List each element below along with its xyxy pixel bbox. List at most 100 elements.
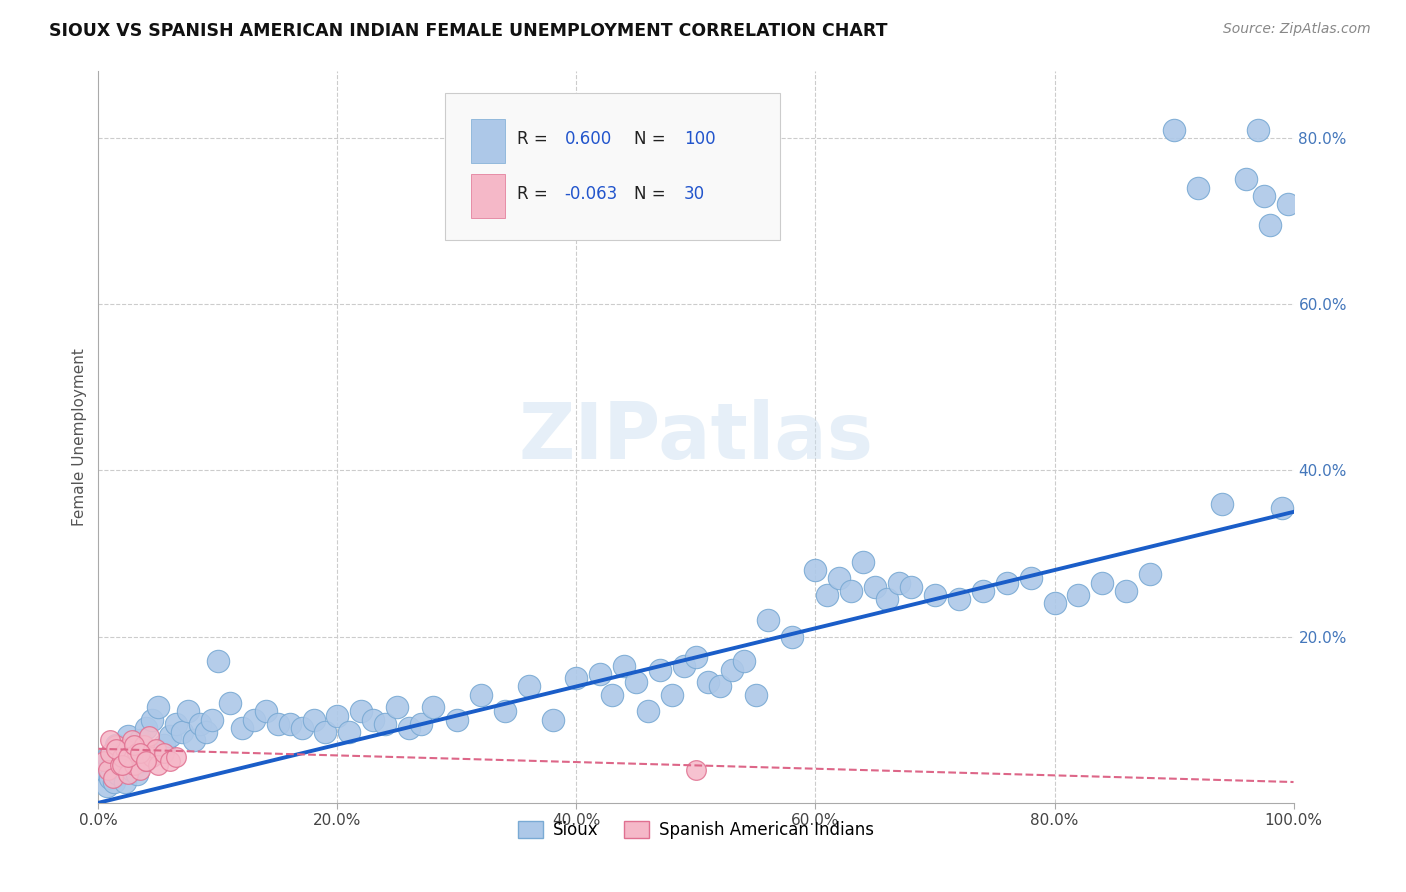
Point <box>165 716 187 731</box>
Point <box>350 705 373 719</box>
Text: R =: R = <box>517 185 553 202</box>
Point <box>721 663 744 677</box>
Point <box>138 750 160 764</box>
Point <box>105 738 128 752</box>
Point <box>98 771 122 785</box>
Point <box>188 716 211 731</box>
Point <box>446 713 468 727</box>
Point <box>780 630 803 644</box>
Point <box>673 658 696 673</box>
Legend: Sioux, Spanish American Indians: Sioux, Spanish American Indians <box>512 814 880 846</box>
Point <box>117 729 139 743</box>
Point <box>865 580 887 594</box>
Point <box>129 746 152 760</box>
Point <box>828 571 851 585</box>
Point <box>114 775 136 789</box>
Text: N =: N = <box>634 129 671 148</box>
Point <box>148 700 170 714</box>
Point <box>302 713 325 727</box>
Point <box>132 738 155 752</box>
Point <box>1277 197 1299 211</box>
Point <box>165 750 187 764</box>
Point <box>153 746 176 760</box>
Text: ZIPatlas: ZIPatlas <box>519 399 873 475</box>
Point <box>315 725 337 739</box>
Point <box>924 588 946 602</box>
Text: -0.063: -0.063 <box>565 185 617 202</box>
Point <box>948 592 970 607</box>
Point <box>124 741 146 756</box>
Point <box>159 754 181 768</box>
Point <box>995 575 1018 590</box>
Point <box>1163 122 1185 136</box>
Point <box>129 733 152 747</box>
Point <box>138 729 160 743</box>
Point <box>105 738 128 752</box>
Point <box>98 746 122 760</box>
Point <box>972 583 994 598</box>
Point <box>267 716 290 731</box>
Point <box>326 708 349 723</box>
Y-axis label: Female Unemployment: Female Unemployment <box>72 348 87 526</box>
Point <box>107 766 129 780</box>
Point <box>422 700 444 714</box>
Point <box>177 705 200 719</box>
Point <box>517 680 540 694</box>
Point <box>111 746 134 760</box>
Point <box>207 655 229 669</box>
Point <box>135 721 157 735</box>
Point <box>96 779 118 793</box>
Point <box>124 738 146 752</box>
Point <box>1258 218 1281 232</box>
Point <box>815 588 838 602</box>
Point <box>121 733 143 747</box>
Bar <box>471 119 505 163</box>
Point <box>125 746 148 760</box>
Point <box>117 750 139 764</box>
Point <box>148 758 170 772</box>
Point <box>1067 588 1090 602</box>
Point <box>111 758 134 772</box>
Point <box>889 575 911 590</box>
Text: Source: ZipAtlas.com: Source: ZipAtlas.com <box>1223 22 1371 37</box>
Point <box>1271 500 1294 515</box>
FancyBboxPatch shape <box>446 94 780 240</box>
Point <box>124 758 146 772</box>
Point <box>756 613 779 627</box>
Point <box>613 658 636 673</box>
Point <box>374 716 396 731</box>
Point <box>135 754 157 768</box>
Point <box>1187 180 1209 194</box>
Point <box>398 721 420 735</box>
Point <box>145 746 167 760</box>
Point <box>153 738 176 752</box>
Point <box>103 775 125 789</box>
Point <box>661 688 683 702</box>
Point <box>685 763 707 777</box>
Point <box>1234 172 1257 186</box>
Point <box>589 667 612 681</box>
Point <box>183 733 205 747</box>
Point <box>108 758 131 772</box>
Text: 100: 100 <box>685 129 716 148</box>
Point <box>117 766 139 780</box>
Point <box>1091 575 1114 590</box>
Point <box>243 713 266 727</box>
Point <box>93 754 115 768</box>
Point <box>172 725 194 739</box>
Text: R =: R = <box>517 129 553 148</box>
Point <box>852 555 875 569</box>
Text: 0.600: 0.600 <box>565 129 612 148</box>
Point <box>626 675 648 690</box>
Point <box>291 721 314 735</box>
Point <box>1043 596 1066 610</box>
Point <box>135 754 157 768</box>
Point <box>111 750 134 764</box>
Point <box>141 750 163 764</box>
Point <box>108 758 131 772</box>
Point <box>1253 189 1275 203</box>
Point <box>745 688 768 702</box>
Point <box>1211 497 1233 511</box>
Point <box>97 750 120 764</box>
Bar <box>471 174 505 218</box>
